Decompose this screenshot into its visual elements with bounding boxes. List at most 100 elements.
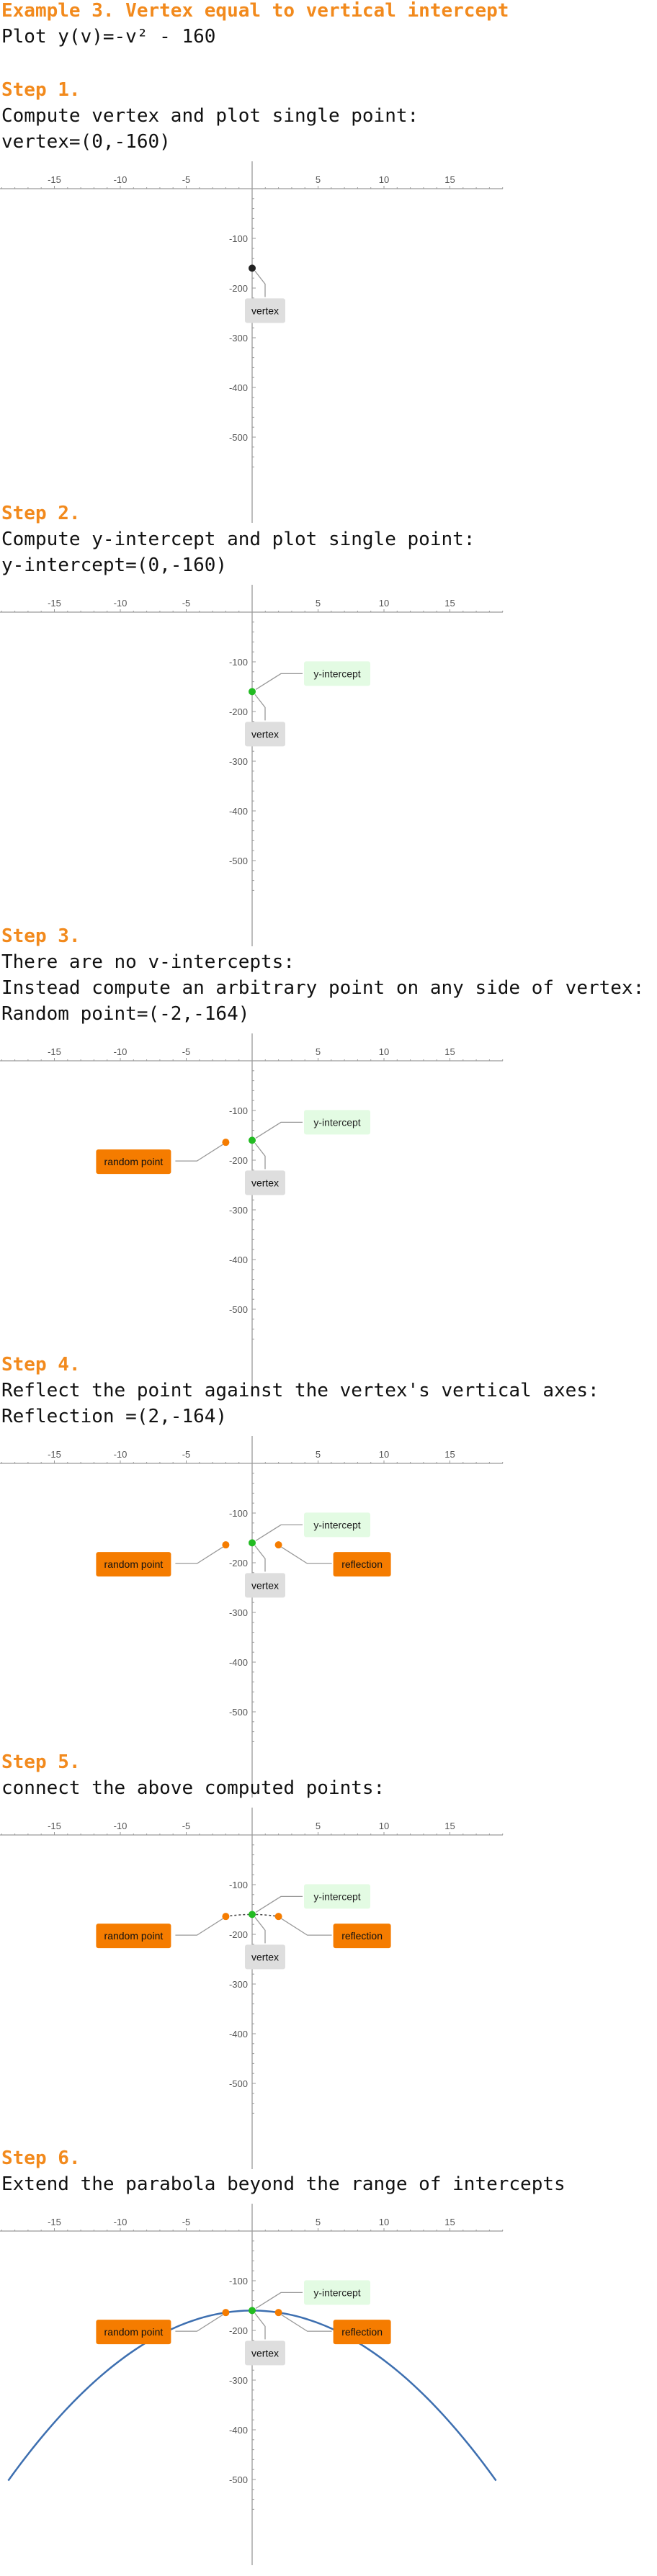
label-leader-line (255, 1524, 303, 1541)
vertex-label-box (245, 1573, 285, 1598)
reflection-label-box (333, 1924, 391, 1949)
step-text-line: Instead compute an arbitrary point on an… (1, 977, 645, 999)
y-tick-label: -200 (229, 1558, 248, 1569)
y-intercept-point (249, 1136, 256, 1144)
plot-svg: -15 -10 -5 5 10 15 -100 -200 -300 -400 -500 vertex y… (0, 1033, 504, 1395)
step-plot: -15 -10 -5 5 10 15 -100 -200 -300 -400 -500 vertex y… (0, 2204, 657, 2571)
y-tick-label: -500 (229, 432, 248, 443)
y-tick-label: -100 (229, 657, 248, 668)
subtitle-text: Plot y(v)=-v² - 160 (1, 26, 216, 48)
random-point-label-box (96, 1149, 171, 1175)
step-text-line: Reflection =(2,-164) (1, 1406, 228, 1427)
reflection-label: reflection (341, 1558, 383, 1570)
y-tick-label: -300 (229, 1607, 248, 1618)
y-intercept-label-box (304, 661, 370, 686)
label-leader-line (281, 2314, 332, 2332)
y-intercept-point (249, 688, 256, 696)
y-intercept-label-box (304, 2280, 370, 2305)
y-intercept-label: y-intercept (313, 1890, 360, 1902)
page-subtitle: Plot y(v)=-v² - 160 (1, 26, 215, 48)
step-plot: -15 -10 -5 5 10 15 -100 -200 -300 -400 -500 vertex y… (0, 585, 657, 952)
label-leader-line (254, 694, 266, 721)
y-tick-label: -200 (229, 706, 248, 717)
y-tick-label: -400 (229, 1255, 248, 1265)
x-tick-label: 5 (316, 1821, 321, 1831)
y-tick-label: -500 (229, 856, 248, 866)
label-leader-line (255, 1121, 303, 1139)
step-plot: -15 -10 -5 5 10 15 -100 -200 -300 -400 -500 vertex (0, 161, 657, 529)
x-tick-label: -10 (114, 1449, 128, 1460)
plot-svg: -15 -10 -5 5 10 15 -100 -200 -300 -400 -500 vertex y… (0, 2204, 504, 2565)
y-tick-label: -500 (229, 2078, 248, 2089)
y-tick-label: -300 (229, 333, 248, 344)
label-leader-line (255, 1895, 303, 1913)
y-tick-label: -200 (229, 1155, 248, 1166)
step-heading: Step 3. (1, 925, 81, 947)
y-tick-label: -200 (229, 1929, 248, 1940)
x-tick-label: 15 (444, 174, 455, 185)
vertex-point (249, 264, 256, 272)
random-point-point (222, 1913, 230, 1921)
vertex-label: vertex (251, 1951, 279, 1962)
y-tick-label: -300 (229, 1979, 248, 1990)
label-leader-line (281, 1918, 332, 1936)
page-title: Example 3. Vertex equal to vertical inte… (1, 0, 509, 22)
step-text-line: Reflect the point against the vertex's v… (1, 1380, 599, 1401)
x-tick-label: 15 (444, 598, 455, 609)
y-tick-label: -200 (229, 2325, 248, 2336)
step-text-line: There are no v-intercepts: (1, 951, 295, 973)
vertex-label: vertex (251, 2347, 279, 2359)
vertex-label: vertex (251, 1177, 279, 1188)
reflection-point (274, 1541, 282, 1549)
vertex-label-box (245, 2341, 285, 2366)
plot-svg: -15 -10 -5 5 10 15 -100 -200 -300 -400 -500 vertex y… (0, 1808, 504, 2169)
reflection-label-box (333, 1552, 391, 1577)
y-tick-label: -300 (229, 1205, 248, 1216)
y-tick-label: -100 (229, 1880, 248, 1890)
x-tick-label: -15 (48, 1821, 61, 1831)
y-tick-label: -500 (229, 1304, 248, 1315)
step-text-line: Extend the parabola beyond the range of … (1, 2173, 566, 2195)
x-tick-label: -10 (114, 598, 128, 609)
x-tick-label: -10 (114, 1821, 128, 1831)
x-tick-label: 15 (444, 1821, 455, 1831)
step-heading: Step 5. (1, 1751, 81, 1773)
label-leader-line (254, 1143, 266, 1170)
step-heading: Step 2. (1, 503, 81, 524)
x-tick-label: 15 (444, 2217, 455, 2227)
y-tick-label: -200 (229, 283, 248, 294)
vertex-label-box (245, 722, 285, 747)
step-plot: -15 -10 -5 5 10 15 -100 -200 -300 -400 -500 vertex y… (0, 1808, 657, 2175)
y-tick-label: -300 (229, 756, 248, 767)
label-leader-line (175, 2314, 223, 2332)
y-tick-label: -100 (229, 233, 248, 244)
random-point-point (222, 1139, 230, 1146)
step-plot: -15 -10 -5 5 10 15 -100 -200 -300 -400 -500 vertex y… (0, 1436, 657, 1803)
x-tick-label: 10 (379, 2217, 389, 2227)
label-leader-line (175, 1918, 223, 1936)
x-tick-label: 5 (316, 1449, 321, 1460)
label-leader-line (255, 673, 303, 690)
x-tick-label: 10 (379, 598, 389, 609)
x-tick-label: -15 (48, 174, 61, 185)
step-heading: Step 1. (1, 79, 81, 101)
label-leader-line (255, 2292, 303, 2309)
step-text-line: Compute y-intercept and plot single poin… (1, 529, 475, 550)
random-point-label: random point (104, 1558, 164, 1570)
y-intercept-label: y-intercept (313, 1519, 360, 1530)
step-text-line: vertex=(0,-160) (1, 131, 171, 153)
y-intercept-label-box (304, 1512, 370, 1538)
reflection-point (274, 1913, 282, 1921)
y-tick-label: -500 (229, 2474, 248, 2485)
random-point-point (222, 2309, 230, 2317)
x-tick-label: 10 (379, 1449, 389, 1460)
step-text-line: Compute vertex and plot single point: (1, 105, 419, 127)
random-point-label: random point (104, 1156, 164, 1167)
label-leader-line (175, 1546, 223, 1564)
step-heading: Step 6. (1, 2148, 81, 2169)
reflection-label-box (333, 2320, 391, 2345)
vertex-label: vertex (251, 728, 279, 740)
random-point-point (222, 1541, 230, 1549)
random-point-label: random point (104, 2326, 164, 2338)
vertex-label-box (245, 1170, 285, 1195)
